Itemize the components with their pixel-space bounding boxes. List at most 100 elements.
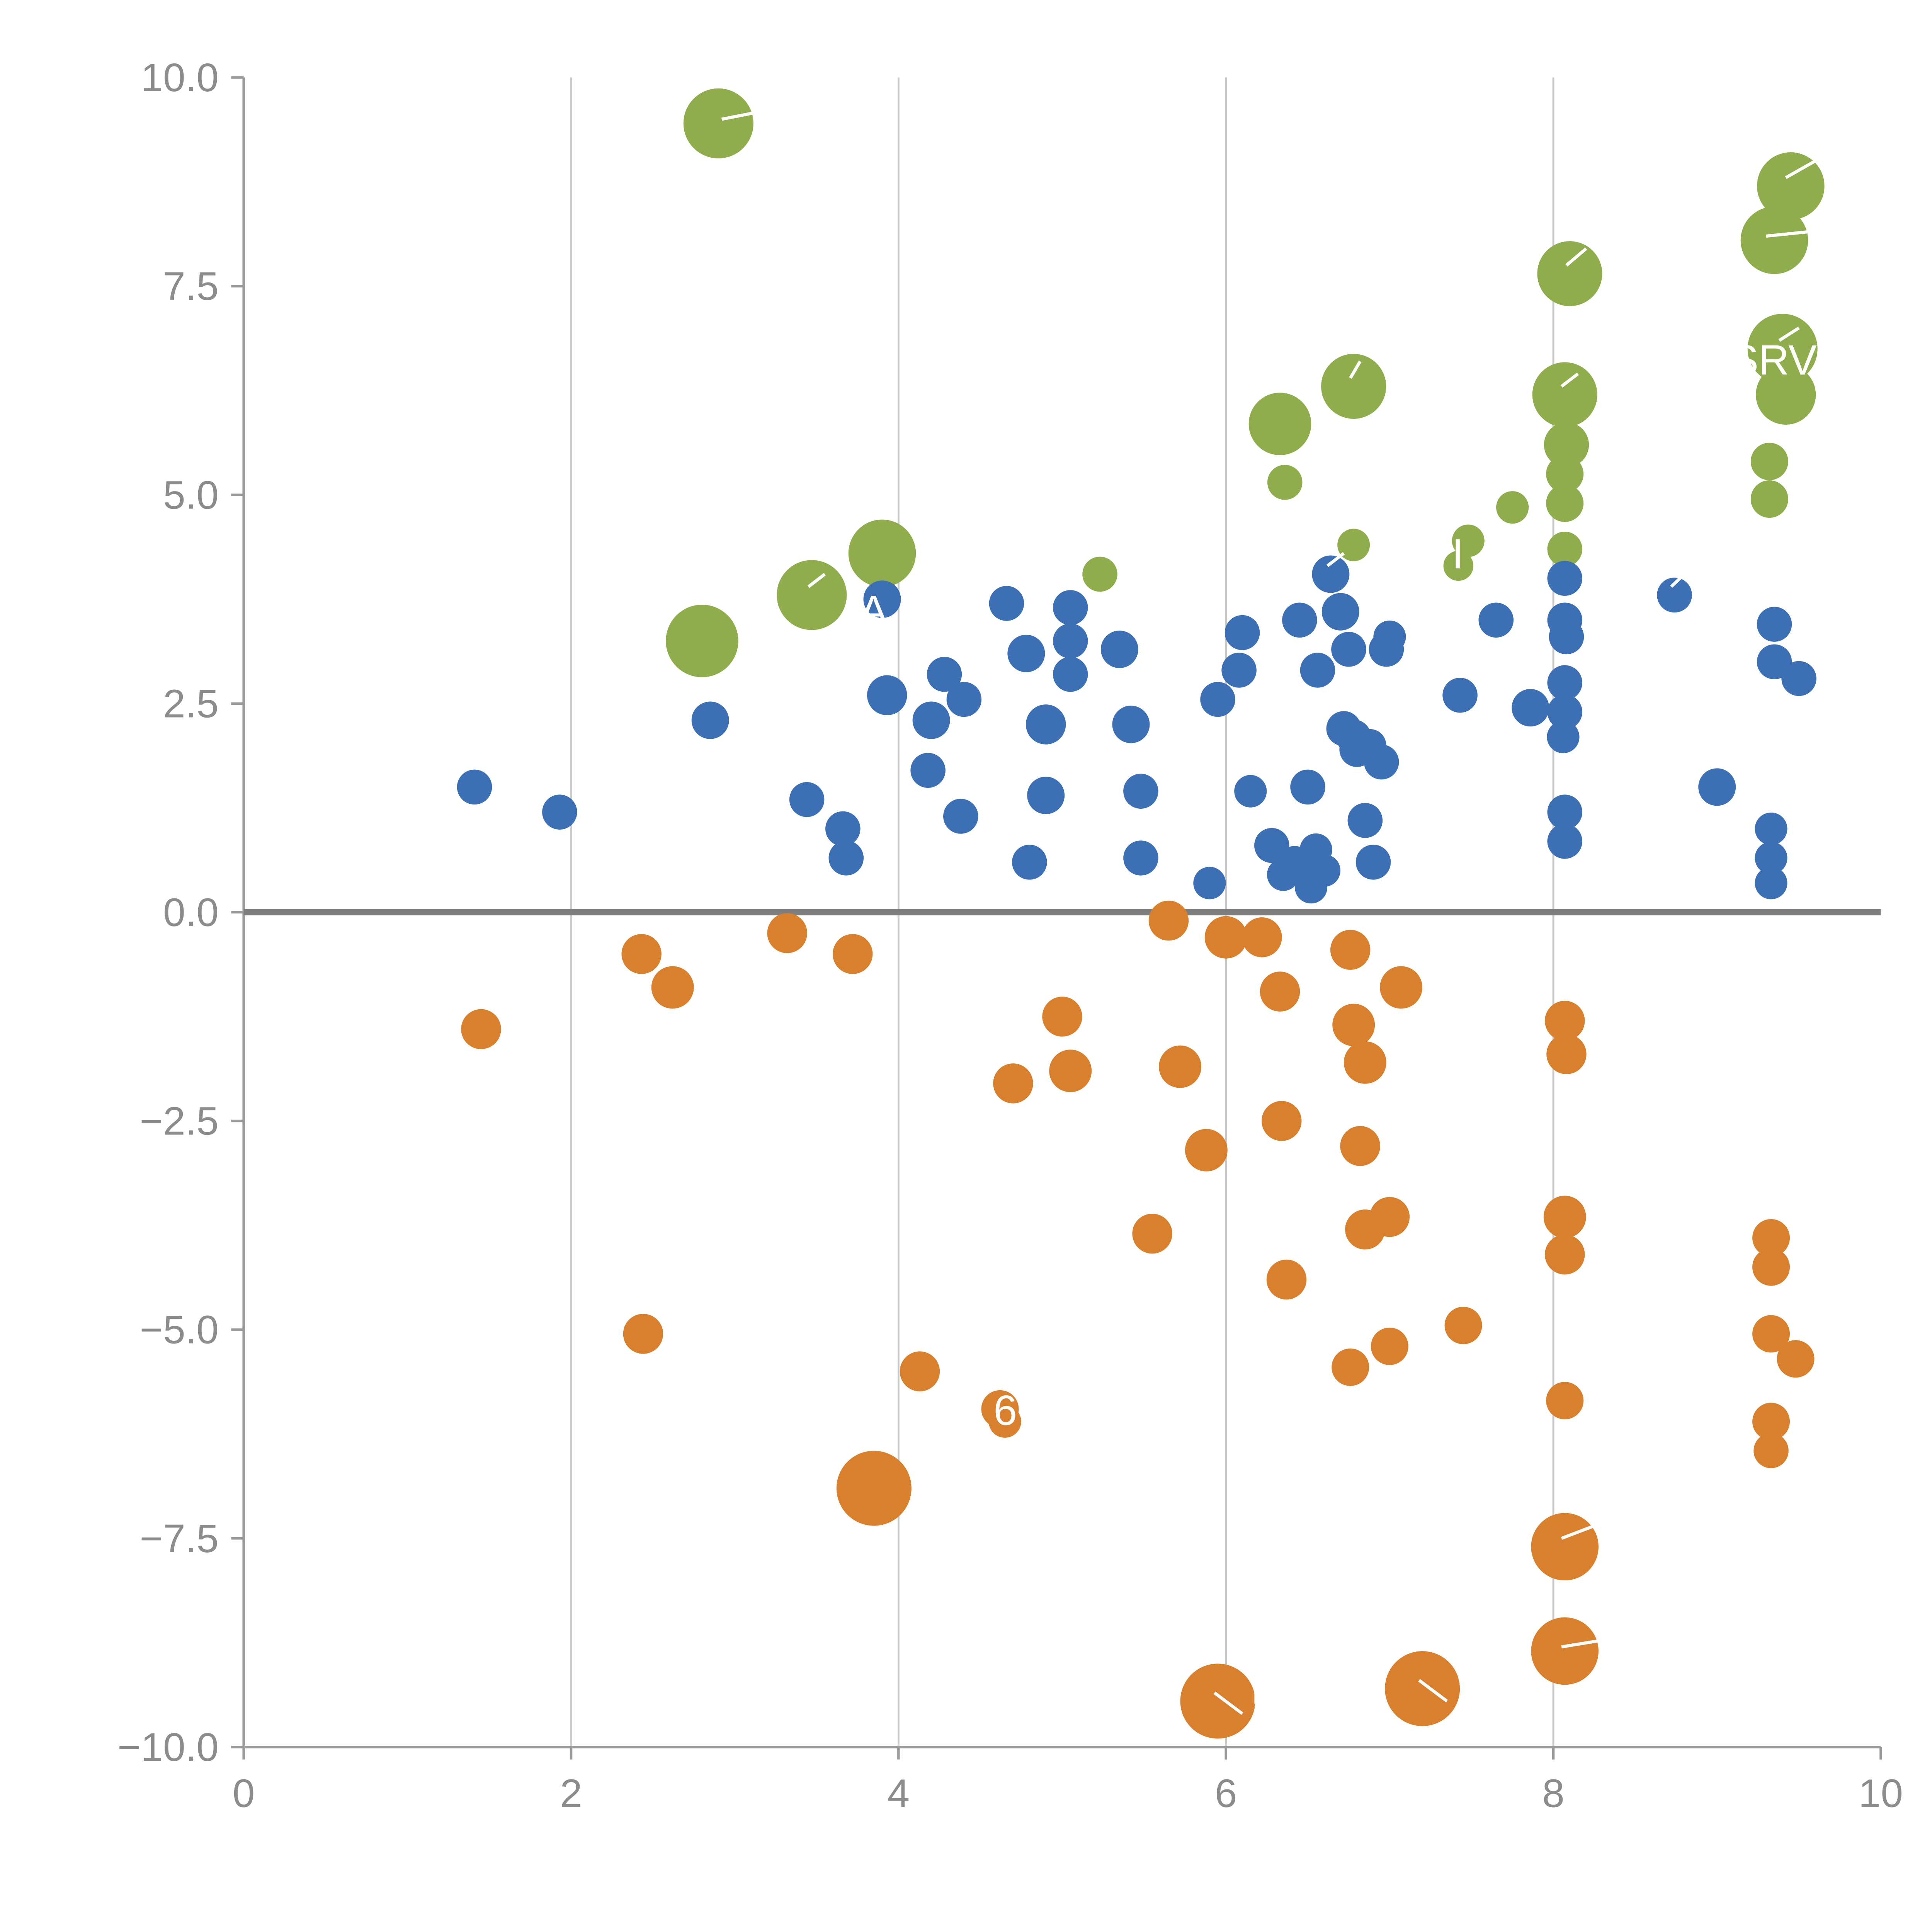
data-point-blue-mid [1755, 867, 1787, 900]
data-point-blue-mid [1300, 653, 1335, 688]
x-tick-label: 0 [233, 1771, 255, 1816]
label-leader-line [1766, 230, 1808, 238]
data-point-orange-low [1544, 1234, 1585, 1275]
data-point-blue-mid [1373, 620, 1406, 653]
data-point-blue-mid [1321, 593, 1359, 631]
data-point-blue-mid [1512, 689, 1549, 727]
data-point-green-high [1082, 556, 1117, 592]
label-leader-line [1785, 160, 1816, 179]
data-point-orange-low [1159, 1045, 1202, 1088]
data-point-orange-low [461, 1009, 501, 1049]
label-leader-line [1418, 1679, 1448, 1702]
data-point-green-high [1546, 455, 1584, 493]
data-point-orange-low [988, 1405, 1021, 1438]
data-point-blue-mid [828, 840, 864, 876]
data-point-orange-low [1752, 1315, 1790, 1353]
data-point-blue-mid [1547, 694, 1582, 730]
label-leader-line [1213, 1691, 1243, 1715]
data-point-green-high [1496, 491, 1529, 524]
data-point-orange-low [1544, 1001, 1585, 1041]
data-point-green-high [1267, 465, 1303, 500]
data-point-blue-mid [1112, 706, 1150, 743]
data-point-blue-mid [1781, 661, 1816, 696]
data-point-green-high [1248, 393, 1311, 455]
data-point-orange-low [1340, 1126, 1380, 1166]
x-tick-label: 2 [560, 1771, 582, 1816]
data-point-blue-mid [1221, 653, 1257, 688]
data-point-green-high [1757, 152, 1825, 220]
data-point-green-high [1546, 484, 1584, 522]
data-point-green-high [777, 560, 847, 630]
bubble-label: 6 [993, 1386, 1017, 1434]
y-tick-label: −5.0 [140, 1307, 219, 1352]
data-point-orange-low [1752, 1219, 1790, 1257]
data-point-orange-low [1180, 1663, 1255, 1739]
data-point-blue-mid [1755, 842, 1787, 874]
data-point-blue-mid [1282, 602, 1317, 638]
data-point-orange-low [1132, 1213, 1172, 1254]
data-point-orange-low [1332, 1348, 1369, 1386]
data-point-blue-mid [1053, 590, 1088, 625]
data-point-orange-low [1260, 971, 1300, 1012]
data-point-blue-mid [989, 586, 1024, 621]
label-leader-line [721, 109, 765, 121]
data-point-orange-low [1042, 997, 1082, 1037]
data-point-green-high [1747, 314, 1818, 384]
data-point-orange-low [1385, 1651, 1460, 1726]
y-tick-label: 2.5 [163, 681, 219, 726]
bubble-label: C [1553, 202, 1584, 250]
data-point-green-high [1337, 529, 1370, 561]
data-point-blue-mid [1331, 632, 1366, 667]
data-point-blue-mid [1657, 577, 1692, 613]
label-leader-line [1561, 1524, 1595, 1540]
data-point-blue-mid [1225, 615, 1260, 650]
data-point-orange-low [1752, 1403, 1790, 1440]
data-point-green-high [1544, 422, 1589, 468]
data-point-blue-mid [1547, 824, 1582, 859]
data-point-blue-mid [1442, 677, 1478, 713]
data-point-orange-low [1546, 1034, 1587, 1074]
data-point-blue-mid [1308, 854, 1340, 887]
x-tick-label: 10 [1859, 1771, 1903, 1816]
data-point-blue-mid [863, 580, 901, 618]
label-leader-line [807, 573, 826, 588]
data-point-blue-mid [1549, 619, 1584, 655]
data-point-orange-low [651, 966, 694, 1009]
data-point-orange-low [1546, 1382, 1584, 1420]
data-point-blue-mid [1200, 682, 1235, 717]
label-leader-line [1778, 327, 1800, 342]
data-point-blue-mid [542, 794, 577, 830]
y-tick-label: 7.5 [163, 264, 219, 308]
data-point-blue-mid [1027, 776, 1065, 814]
data-point-blue-mid [1254, 828, 1289, 863]
data-point-orange-low [832, 934, 873, 974]
data-point-orange-low [836, 1451, 912, 1526]
data-point-green-high [848, 519, 916, 587]
data-point-blue-mid [789, 782, 825, 817]
data-point-blue-mid [1012, 845, 1047, 880]
bubble-label: SRV [1730, 337, 1817, 384]
label-leader-line [1561, 1638, 1603, 1649]
label-leader-line [1565, 247, 1587, 267]
data-point-blue-mid [1234, 775, 1267, 808]
data-point-blue-mid [457, 769, 492, 805]
data-point-blue-mid [1698, 768, 1736, 806]
y-tick-label: −2.5 [140, 1099, 219, 1143]
label-leader-line [1670, 573, 1685, 588]
data-point-blue-mid [1355, 845, 1391, 880]
data-point-orange-low [993, 1063, 1033, 1104]
data-point-orange-low [1369, 1197, 1410, 1237]
data-point-orange-low [1266, 1259, 1307, 1300]
axis-layer: −10.0 −7.5 −5.0 −2.5 0.0 2.5 5.0 7.5 10.0 0 2 4 6 8 10 [117, 55, 1903, 1815]
data-point-blue-mid [1547, 721, 1580, 753]
data-point-blue-mid [1478, 602, 1514, 638]
data-point-blue-mid [927, 656, 962, 692]
data-point-blue-mid [1312, 555, 1350, 593]
data-point-orange-low [767, 913, 808, 953]
data-point-orange-low [1204, 916, 1247, 959]
data-point-green-high [1537, 241, 1602, 306]
data-point-orange-low [1531, 1513, 1599, 1581]
data-point-blue-mid [1123, 840, 1158, 876]
